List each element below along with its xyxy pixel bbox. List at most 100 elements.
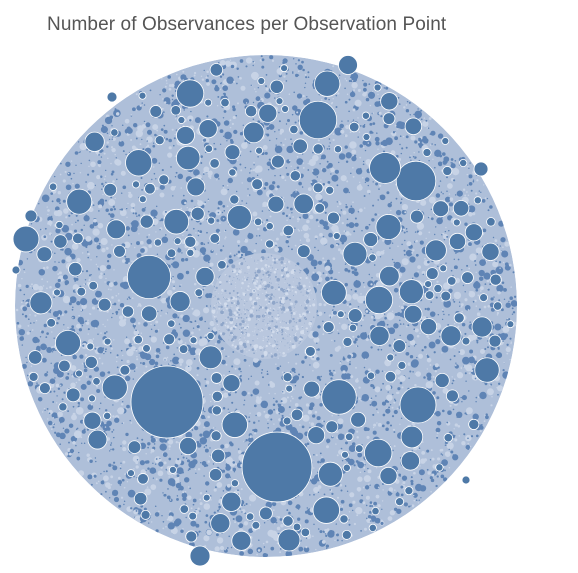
small-bubble[interactable]	[294, 375, 300, 381]
small-bubble[interactable]	[278, 153, 279, 154]
small-bubble[interactable]	[392, 415, 394, 417]
small-bubble[interactable]	[258, 359, 259, 360]
small-bubble[interactable]	[116, 361, 117, 362]
small-bubble[interactable]	[394, 410, 398, 414]
small-bubble[interactable]	[476, 179, 478, 181]
small-bubble[interactable]	[97, 266, 98, 267]
small-bubble[interactable]	[137, 306, 138, 307]
small-bubble[interactable]	[115, 160, 121, 166]
small-bubble[interactable]	[74, 431, 82, 439]
small-bubble[interactable]	[383, 250, 384, 251]
small-bubble[interactable]	[174, 520, 180, 526]
small-bubble[interactable]	[353, 353, 355, 355]
small-bubble[interactable]	[109, 139, 110, 140]
small-bubble[interactable]	[209, 263, 213, 267]
small-bubble[interactable]	[165, 312, 167, 314]
small-bubble[interactable]	[476, 272, 477, 273]
small-bubble[interactable]	[340, 508, 343, 511]
small-bubble[interactable]	[437, 432, 439, 434]
small-bubble[interactable]	[101, 426, 102, 427]
small-bubble[interactable]	[68, 442, 70, 444]
small-bubble[interactable]	[371, 277, 372, 278]
small-bubble[interactable]	[141, 139, 142, 140]
small-bubble[interactable]	[483, 184, 484, 185]
small-bubble[interactable]	[132, 229, 133, 230]
small-bubble[interactable]	[435, 363, 439, 367]
small-bubble[interactable]	[506, 347, 511, 352]
small-bubble[interactable]	[436, 428, 441, 433]
small-bubble[interactable]	[424, 117, 425, 118]
small-bubble[interactable]	[430, 311, 436, 317]
small-bubble[interactable]	[355, 100, 362, 107]
small-bubble[interactable]	[26, 362, 27, 363]
small-bubble[interactable]	[341, 324, 347, 330]
small-bubble[interactable]	[314, 267, 316, 269]
small-bubble[interactable]	[46, 332, 49, 335]
small-bubble[interactable]	[308, 76, 310, 78]
small-bubble[interactable]	[291, 166, 292, 167]
small-bubble[interactable]	[61, 354, 63, 356]
small-bubble[interactable]	[455, 194, 457, 196]
small-bubble[interactable]	[407, 101, 409, 103]
small-bubble[interactable]	[460, 367, 461, 368]
small-bubble[interactable]	[82, 325, 83, 326]
small-bubble[interactable]	[188, 461, 195, 468]
small-bubble[interactable]	[465, 291, 466, 292]
small-bubble[interactable]	[326, 545, 329, 548]
small-bubble[interactable]	[450, 247, 452, 249]
small-bubble[interactable]	[233, 81, 235, 83]
small-bubble[interactable]	[46, 206, 47, 207]
small-bubble[interactable]	[203, 397, 205, 399]
small-bubble[interactable]	[59, 443, 61, 445]
small-bubble[interactable]	[397, 470, 398, 471]
small-bubble[interactable]	[114, 280, 115, 281]
small-bubble[interactable]	[102, 194, 104, 196]
small-bubble[interactable]	[78, 402, 80, 404]
small-bubble[interactable]	[250, 151, 252, 153]
small-bubble[interactable]	[163, 125, 165, 127]
small-bubble[interactable]	[131, 114, 132, 115]
small-bubble[interactable]	[382, 489, 383, 490]
small-bubble[interactable]	[375, 395, 376, 396]
small-bubble[interactable]	[325, 226, 329, 230]
small-bubble[interactable]	[479, 308, 481, 310]
small-bubble[interactable]	[119, 315, 123, 319]
small-bubble[interactable]	[265, 133, 266, 134]
small-bubble[interactable]	[115, 108, 117, 110]
small-bubble[interactable]	[42, 195, 50, 203]
small-bubble[interactable]	[286, 73, 288, 75]
small-bubble[interactable]	[167, 357, 168, 358]
small-bubble[interactable]	[513, 311, 515, 313]
small-bubble[interactable]	[380, 256, 381, 257]
small-bubble[interactable]	[442, 346, 449, 353]
small-bubble[interactable]	[330, 377, 332, 379]
small-bubble[interactable]	[280, 129, 284, 133]
small-bubble[interactable]	[319, 403, 323, 407]
small-bubble[interactable]	[47, 408, 49, 410]
small-bubble[interactable]	[167, 101, 170, 104]
small-bubble[interactable]	[401, 484, 402, 485]
small-bubble[interactable]	[241, 391, 246, 396]
small-bubble[interactable]	[223, 389, 224, 390]
small-bubble[interactable]	[370, 404, 372, 406]
small-bubble[interactable]	[74, 277, 77, 280]
small-bubble[interactable]	[395, 400, 397, 402]
small-bubble[interactable]	[375, 141, 379, 145]
small-bubble[interactable]	[45, 228, 47, 230]
small-bubble[interactable]	[236, 515, 243, 522]
small-bubble[interactable]	[162, 528, 164, 530]
small-bubble[interactable]	[54, 176, 55, 177]
small-bubble[interactable]	[448, 230, 449, 231]
small-bubble[interactable]	[503, 288, 507, 292]
small-bubble[interactable]	[155, 506, 157, 508]
small-bubble[interactable]	[292, 105, 297, 110]
small-bubble[interactable]	[302, 69, 305, 72]
small-bubble[interactable]	[374, 213, 377, 216]
small-bubble[interactable]	[222, 205, 225, 208]
small-bubble[interactable]	[94, 348, 96, 350]
small-bubble[interactable]	[416, 357, 417, 358]
small-bubble[interactable]	[165, 86, 167, 88]
small-bubble[interactable]	[391, 489, 393, 491]
small-bubble[interactable]	[110, 289, 111, 290]
small-bubble[interactable]	[267, 419, 269, 421]
